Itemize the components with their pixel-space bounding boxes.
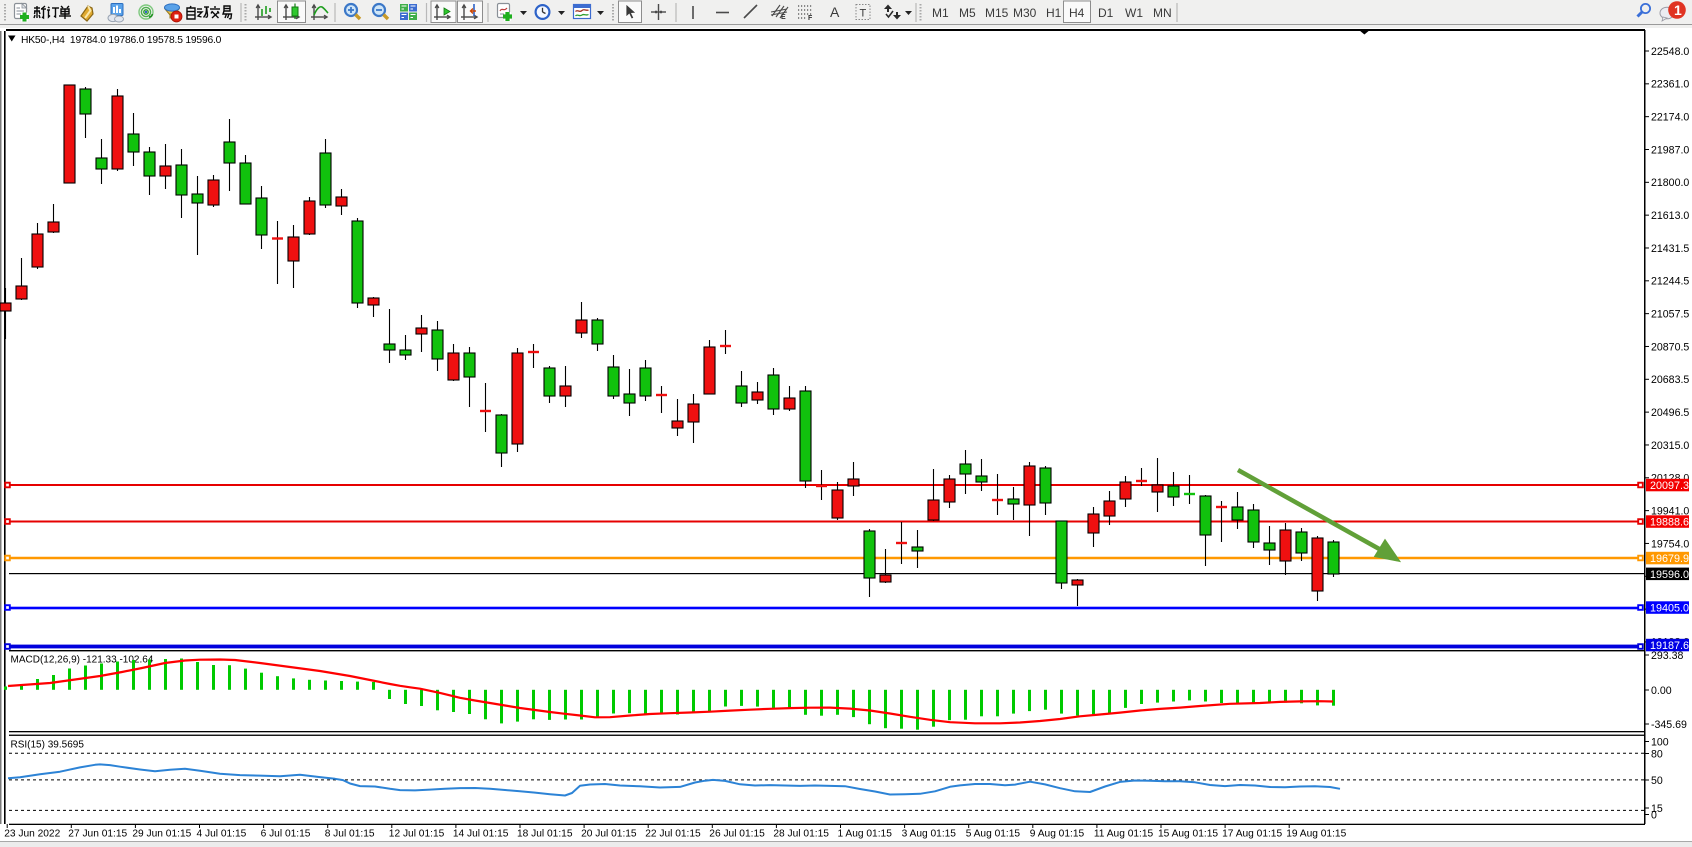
svg-text:5 Aug 01:15: 5 Aug 01:15 [966,829,1021,840]
svg-text:-345.69: -345.69 [1651,719,1687,731]
svg-text:D1: D1 [1098,6,1114,20]
svg-text:MN: MN [1153,6,1172,20]
svg-text:15 Aug 01:15: 15 Aug 01:15 [1158,829,1218,840]
svg-text:19941.0: 19941.0 [1651,505,1689,517]
svg-text:RSI(15) 39.5695: RSI(15) 39.5695 [11,740,85,751]
svg-text:22 Jul 01:15: 22 Jul 01:15 [645,829,701,840]
svg-text:19679.9: 19679.9 [1650,553,1689,565]
svg-text:19187.6: 19187.6 [1650,640,1689,652]
svg-text:19888.6: 19888.6 [1650,517,1689,529]
svg-text:17 Aug 01:15: 17 Aug 01:15 [1222,829,1282,840]
svg-text:8 Jul 01:15: 8 Jul 01:15 [325,829,375,840]
svg-text:22174.0: 22174.0 [1651,111,1689,123]
svg-text:MACD(12,26,9) -121.33 -102.64: MACD(12,26,9) -121.33 -102.64 [11,655,154,666]
svg-text:20683.5: 20683.5 [1651,374,1689,386]
svg-text:21431.5: 21431.5 [1651,243,1689,255]
svg-text:1: 1 [1674,2,1682,18]
svg-text:1 Aug 01:15: 1 Aug 01:15 [838,829,893,840]
svg-text:20097.3: 20097.3 [1650,480,1689,492]
svg-text:26 Jul 01:15: 26 Jul 01:15 [709,829,765,840]
svg-text:28 Jul 01:15: 28 Jul 01:15 [773,829,829,840]
svg-text:21800.0: 21800.0 [1651,177,1689,189]
svg-text:100: 100 [1651,736,1669,748]
svg-text:50: 50 [1651,775,1663,787]
svg-text:A: A [830,4,840,20]
svg-text:21057.5: 21057.5 [1651,308,1689,320]
svg-text:H1: H1 [1046,6,1062,20]
svg-text:23 Jun 2022: 23 Jun 2022 [4,829,60,840]
svg-text:21987.0: 21987.0 [1651,144,1689,156]
svg-text:22361.0: 22361.0 [1651,79,1689,91]
svg-text:E: E [781,14,786,21]
svg-text:0: 0 [1651,809,1657,821]
svg-text:14 Jul 01:15: 14 Jul 01:15 [453,829,509,840]
svg-text:293.38: 293.38 [1651,650,1684,662]
svg-text:22548.0: 22548.0 [1651,46,1689,58]
svg-text:M5: M5 [959,6,976,20]
svg-text:21613.0: 21613.0 [1651,210,1689,222]
svg-text:3 Aug 01:15: 3 Aug 01:15 [902,829,957,840]
svg-text:80: 80 [1651,748,1663,760]
svg-text:T: T [860,8,867,20]
svg-text:18 Jul 01:15: 18 Jul 01:15 [517,829,573,840]
svg-text:M15: M15 [985,6,1009,20]
svg-text:W1: W1 [1125,6,1143,20]
svg-text:19596.0: 19596.0 [1650,569,1689,581]
svg-text:M1: M1 [932,6,949,20]
svg-text:M30: M30 [1013,6,1037,20]
svg-text:21244.5: 21244.5 [1651,276,1689,288]
svg-text:9 Aug 01:15: 9 Aug 01:15 [1030,829,1085,840]
svg-text:29 Jun 01:15: 29 Jun 01:15 [132,829,191,840]
svg-text:F: F [808,15,813,22]
svg-text:20496.5: 20496.5 [1651,407,1689,419]
svg-text:20315.0: 20315.0 [1651,440,1689,452]
svg-text:0.00: 0.00 [1651,685,1672,697]
svg-text:19405.0: 19405.0 [1650,603,1689,615]
svg-text:27 Jun 01:15: 27 Jun 01:15 [68,829,127,840]
svg-text:11 Aug 01:15: 11 Aug 01:15 [1094,829,1154,840]
svg-text:HK50-,H4 19784.0 19786.0 1957: HK50-,H4 19784.0 19786.0 19578.5 19596.0 [21,35,222,46]
svg-text:19 Aug 01:15: 19 Aug 01:15 [1286,829,1346,840]
svg-text:20 Jul 01:15: 20 Jul 01:15 [581,829,637,840]
svg-text:15: 15 [1651,803,1663,815]
svg-text:19754.0: 19754.0 [1651,538,1689,550]
svg-text:6 Jul 01:15: 6 Jul 01:15 [261,829,311,840]
svg-text:20870.5: 20870.5 [1651,341,1689,353]
svg-text:4 Jul 01:15: 4 Jul 01:15 [197,829,247,840]
svg-text:H4: H4 [1069,6,1085,20]
svg-text:12 Jul 01:15: 12 Jul 01:15 [389,829,445,840]
